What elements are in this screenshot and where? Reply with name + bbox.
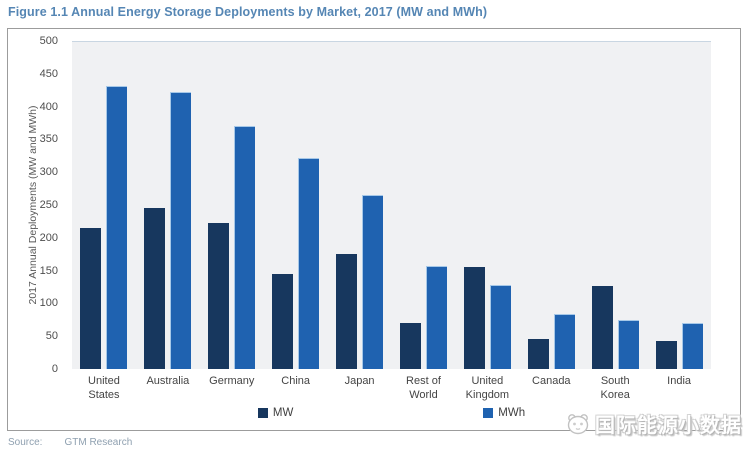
source-label: Source: [8, 437, 43, 448]
watermark-text: 国际能源小数据 [595, 415, 742, 437]
x-tick-label: China [281, 375, 311, 387]
x-tick-label: United Kingdom [465, 375, 510, 402]
bar-mwh-canada [553, 313, 575, 369]
y-tick-label: 200 [39, 231, 58, 244]
bar-group-china [264, 42, 328, 369]
source-line: Source: GTM Research [8, 437, 132, 448]
bar-mw-rest-of-world [399, 323, 421, 369]
bar-mwh-germany [234, 125, 256, 369]
figure-title: Figure 1.1 Annual Energy Storage Deploym… [8, 5, 488, 19]
legend-item-mwh: MWh [483, 407, 525, 419]
y-tick-label: 250 [39, 199, 58, 211]
bar-group-germany [200, 42, 264, 369]
bar-group-australia [136, 42, 200, 369]
bar-mwh-united-kingdom [489, 285, 511, 369]
legend: MW MWh [72, 407, 711, 419]
bar-group-japan [328, 42, 392, 369]
bar-mwh-india [681, 323, 703, 369]
y-axis-ticks: 0 50 100 150 200 250 300 350 400 450 500 [8, 29, 58, 430]
bar-mw-japan [336, 254, 358, 369]
plot-area [72, 41, 711, 369]
bar-group-india [647, 42, 711, 369]
bar-group-rest-of-world [392, 42, 456, 369]
watermark: 国际能源小数据 [565, 409, 742, 438]
y-tick-label: 100 [39, 297, 58, 310]
bar-mw-canada [527, 339, 549, 369]
x-tick-label: India [667, 375, 692, 387]
y-tick-label: 300 [39, 166, 58, 179]
bar-mwh-australia [170, 92, 192, 369]
x-tick-label: Australia [146, 375, 190, 387]
bar-mw-india [655, 340, 677, 369]
bar-mwh-rest-of-world [425, 266, 447, 369]
bar-group-south-korea [583, 42, 647, 369]
bar-group-canada [519, 42, 583, 369]
y-tick-label: 50 [45, 330, 58, 343]
bar-group-united-kingdom [455, 42, 519, 369]
bar-group-united-states [72, 42, 136, 369]
y-tick-label: 450 [39, 67, 58, 80]
bar-mw-china [272, 273, 294, 369]
bar-mw-south-korea [591, 285, 613, 369]
bar-mw-germany [208, 223, 230, 369]
x-tick-label: Germany [209, 375, 255, 387]
bar-mwh-china [298, 158, 320, 369]
x-tick-label: Rest of World [406, 375, 441, 402]
y-tick-label: 350 [39, 133, 58, 146]
bar-mw-united-kingdom [463, 267, 485, 369]
legend-marker-mw [257, 408, 268, 418]
y-tick-label: 400 [39, 100, 58, 113]
bar-mwh-south-korea [617, 319, 639, 369]
legend-label: MW [272, 407, 294, 419]
y-tick-label: 0 [51, 363, 58, 375]
legend-label: MWh [498, 407, 526, 419]
x-axis-labels: United States Australia Germany China Japan R… [72, 374, 711, 403]
legend-item-mw: MW [257, 407, 294, 419]
x-tick-label: South Korea [600, 375, 630, 402]
chart: 2017 Annual Deployments (MW and MWh) 0 50… [7, 28, 741, 431]
x-tick-label: Canada [532, 375, 571, 387]
bar-mwh-united-states [106, 86, 128, 369]
x-tick-label: United States [88, 375, 120, 402]
source-value: GTM Research [64, 437, 133, 448]
panda-icon [565, 411, 591, 436]
bar-mw-united-states [80, 227, 102, 369]
legend-marker-mwh [483, 408, 494, 418]
y-tick-label: 150 [39, 264, 58, 277]
y-tick-label: 500 [39, 35, 58, 47]
bar-mwh-japan [362, 194, 384, 369]
bar-mw-australia [144, 207, 166, 369]
x-tick-label: Japan [344, 375, 375, 387]
